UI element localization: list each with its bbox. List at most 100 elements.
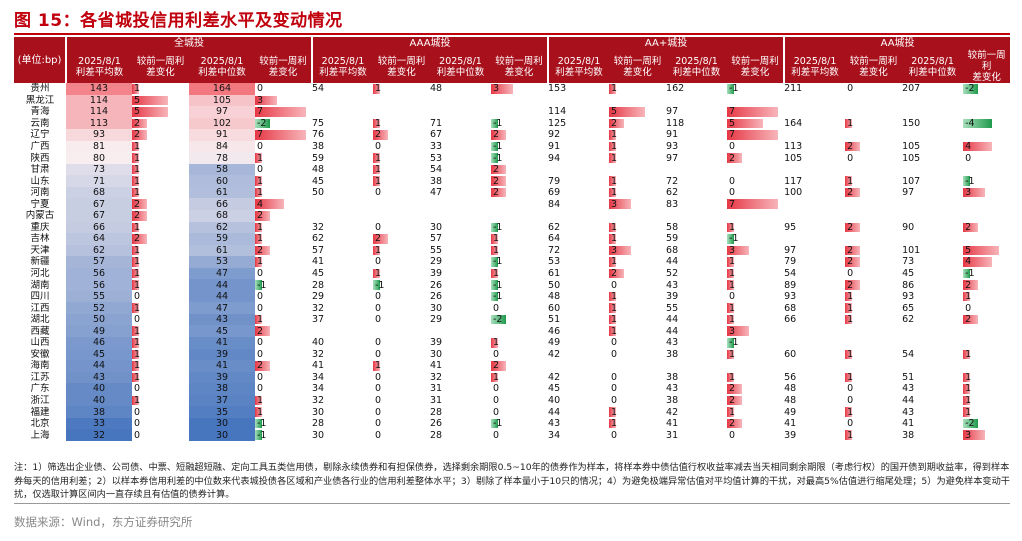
spread-change-cell: 2 bbox=[845, 222, 902, 234]
empty-cell bbox=[312, 106, 373, 118]
median-spread-cell: 55 bbox=[666, 302, 679, 314]
change-value: 1 bbox=[965, 348, 972, 360]
avg-spread-cell: 69 bbox=[548, 187, 561, 199]
change-value: 0 bbox=[375, 418, 382, 430]
empty-cell bbox=[902, 106, 963, 118]
median-spread-heat-cell: 84 bbox=[189, 140, 255, 153]
spread-change-cell: 0 bbox=[373, 291, 430, 303]
avg-spread-cell: 30 bbox=[312, 406, 325, 418]
avg-spread-heat-cell: 49 bbox=[66, 325, 132, 338]
change-bar bbox=[727, 395, 743, 406]
province-cell: 黑龙江 bbox=[25, 94, 55, 106]
change-value: -2 bbox=[493, 314, 503, 326]
change-value: 0 bbox=[134, 406, 141, 418]
change-bar bbox=[373, 234, 388, 244]
change-bar bbox=[845, 407, 853, 417]
median-spread-heat-cell: 60 bbox=[189, 175, 255, 187]
avg-spread-cell: 89 bbox=[784, 279, 797, 291]
avg-spread-cell: 41 bbox=[784, 418, 797, 430]
avg-spread-heat-cell: 93 bbox=[66, 129, 132, 141]
change-value: 0 bbox=[611, 348, 618, 360]
median-spread-heat-cell: 35 bbox=[189, 406, 255, 418]
change-bar bbox=[132, 257, 139, 267]
change-bar bbox=[845, 176, 853, 186]
change-value: 0 bbox=[493, 429, 500, 441]
median-spread-cell: 97 bbox=[902, 187, 915, 199]
change-value: 2 bbox=[847, 187, 854, 199]
change-value: 1 bbox=[729, 268, 736, 280]
spread-change-cell: 2 bbox=[255, 245, 312, 257]
change-value: -1 bbox=[257, 429, 267, 441]
province-cell: 重庆 bbox=[30, 221, 50, 233]
province-cell: 西藏 bbox=[30, 325, 50, 337]
change-value: 0 bbox=[493, 348, 500, 360]
table-row: 新疆 57 1 53 1 41 0 29 -1 53 1 44 1 79 2 73 4 bbox=[14, 256, 1010, 268]
change-value: 1 bbox=[847, 429, 854, 441]
median-spread-cell: 26 bbox=[430, 418, 443, 430]
empty-cell bbox=[548, 360, 609, 372]
change-value: 0 bbox=[375, 187, 382, 199]
avg-spread-heat-cell: 33 bbox=[66, 417, 132, 430]
change-bar bbox=[132, 118, 147, 129]
avg-spread-cell: 164 bbox=[784, 117, 803, 129]
avg-spread-heat-cell: 43 bbox=[66, 371, 132, 384]
change-value: 5 bbox=[965, 244, 972, 256]
avg-spread-cell: 94 bbox=[548, 152, 561, 164]
change-value: 4 bbox=[965, 141, 972, 152]
median-spread-cell: 41 bbox=[666, 418, 679, 430]
spread-change-cell: -1 bbox=[963, 175, 1010, 187]
change-bar bbox=[132, 372, 139, 383]
change-value: 3 bbox=[729, 325, 736, 337]
change-value: 1 bbox=[134, 337, 141, 349]
change-value: 1 bbox=[493, 233, 500, 245]
change-value: 2 bbox=[257, 360, 264, 372]
spread-change-cell: 0 bbox=[373, 141, 430, 153]
spread-change-cell: -1 bbox=[255, 279, 312, 291]
province-cell: 河北 bbox=[30, 268, 50, 280]
change-bar bbox=[132, 349, 139, 360]
province-cell: 新疆 bbox=[30, 256, 50, 268]
median-spread-cell: 44 bbox=[666, 325, 679, 337]
spread-change-cell: 1 bbox=[491, 245, 548, 257]
avg-spread-cell: 48 bbox=[312, 164, 325, 176]
spread-change-cell: 1 bbox=[132, 222, 189, 234]
province-cell: 河南 bbox=[30, 187, 50, 199]
empty-cell bbox=[845, 164, 902, 176]
avg-spread-cell: 57 bbox=[312, 244, 325, 256]
table-row: 广东 40 0 38 0 34 0 31 0 45 0 43 2 48 0 43 1 bbox=[14, 383, 1010, 395]
spread-change-cell: 2 bbox=[491, 129, 548, 141]
province-cell: 贵州 bbox=[30, 83, 50, 95]
spread-change-cell: -1 bbox=[255, 429, 312, 441]
change-value: 1 bbox=[729, 256, 736, 268]
change-value: 3 bbox=[965, 187, 972, 199]
spread-change-cell: 0 bbox=[373, 256, 430, 268]
table-row: 甘肃 73 1 58 0 48 1 54 2 bbox=[14, 163, 1010, 176]
avg-spread-cell: 100 bbox=[784, 187, 803, 199]
avg-spread-cell: 44 bbox=[548, 406, 561, 418]
change-value: 2 bbox=[729, 395, 736, 407]
spread-change-cell: 0 bbox=[132, 291, 189, 303]
median-spread-heat-cell: 39 bbox=[189, 371, 255, 384]
change-bar bbox=[963, 222, 979, 233]
change-value: 2 bbox=[847, 141, 854, 152]
sub-header-cell: 2025/8/1 利差中位数 bbox=[189, 50, 255, 83]
change-bar bbox=[609, 303, 617, 313]
spread-change-cell: 0 bbox=[963, 152, 1010, 164]
median-spread-heat-cell: 58 bbox=[189, 163, 255, 176]
change-bar bbox=[727, 130, 779, 140]
spread-change-cell: -1 bbox=[491, 118, 548, 130]
empty-cell bbox=[491, 95, 548, 107]
change-value: 2 bbox=[611, 117, 618, 129]
change-value: 0 bbox=[729, 429, 736, 441]
spread-change-cell: 2 bbox=[132, 233, 189, 245]
change-bar bbox=[727, 257, 735, 267]
change-value: 0 bbox=[847, 83, 854, 95]
empty-cell bbox=[902, 337, 963, 349]
change-value: 2 bbox=[134, 210, 141, 222]
spread-change-cell: 1 bbox=[963, 372, 1010, 384]
change-bar bbox=[132, 95, 168, 106]
table-row: 重庆 66 1 62 1 32 0 30 -1 62 1 58 1 95 2 90 2 bbox=[14, 221, 1010, 234]
change-value: 1 bbox=[847, 117, 854, 129]
table-row: 河南 68 1 61 1 50 0 47 2 69 1 62 0 100 2 97 3 bbox=[14, 186, 1010, 199]
spread-change-cell: 2 bbox=[609, 268, 666, 280]
